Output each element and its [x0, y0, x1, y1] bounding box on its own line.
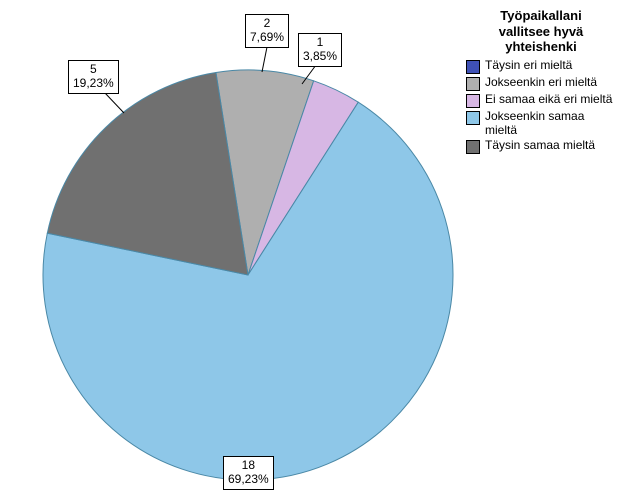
legend-label: Täysin samaa mieltä [485, 139, 595, 153]
legend-title-line: Työpaikallani [500, 8, 581, 23]
data-label-count: 1 [303, 36, 337, 50]
leader-line [262, 47, 267, 72]
data-label: 13,85% [298, 33, 342, 67]
legend-item: Täysin eri mieltä [466, 59, 616, 74]
legend-label: Jokseenkin samaa mieltä [485, 110, 616, 138]
legend-items: Täysin eri mieltä Jokseenkin eri mieltä Ei… [466, 59, 616, 155]
chart-legend: Työpaikallani vallitsee hyvä yhteishenki… [466, 8, 616, 156]
data-label-count: 5 [73, 63, 114, 77]
legend-item: Täysin samaa mieltä [466, 139, 616, 154]
legend-swatch [466, 94, 480, 108]
legend-label: Täysin eri mieltä [485, 59, 572, 73]
legend-title-line: vallitsee hyvä [499, 24, 584, 39]
legend-title: Työpaikallani vallitsee hyvä yhteishenki [466, 8, 616, 55]
legend-label: Jokseenkin eri mieltä [485, 76, 597, 90]
data-label-count: 2 [250, 17, 284, 31]
data-label-percent: 19,23% [73, 77, 114, 91]
data-label: 1869,23% [223, 456, 274, 490]
legend-item: Jokseenkin samaa mieltä [466, 110, 616, 138]
legend-swatch [466, 77, 480, 91]
data-label-percent: 3,85% [303, 50, 337, 64]
legend-title-line: yhteishenki [505, 39, 577, 54]
data-label: 519,23% [68, 60, 119, 94]
data-label-count: 18 [228, 459, 269, 473]
data-label-percent: 69,23% [228, 473, 269, 487]
legend-swatch [466, 111, 480, 125]
data-label: 27,69% [245, 14, 289, 48]
legend-swatch [466, 60, 480, 74]
legend-item: Ei samaa eikä eri mieltä [466, 93, 616, 108]
leader-line [105, 93, 124, 113]
legend-swatch [466, 140, 480, 154]
legend-item: Jokseenkin eri mieltä [466, 76, 616, 91]
legend-label: Ei samaa eikä eri mieltä [485, 93, 612, 107]
data-label-percent: 7,69% [250, 31, 284, 45]
pie-chart-container: Työpaikallani vallitsee hyvä yhteishenki… [0, 0, 626, 501]
